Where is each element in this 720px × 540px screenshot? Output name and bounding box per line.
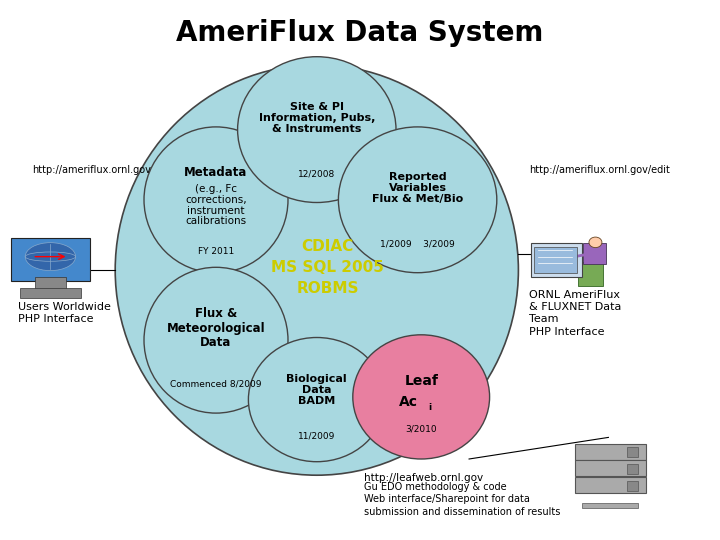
Text: CDIAC
MS SQL 2005
ROBMS: CDIAC MS SQL 2005 ROBMS [271, 239, 384, 296]
Text: Commenced 8/2009: Commenced 8/2009 [170, 380, 262, 389]
FancyBboxPatch shape [575, 461, 646, 476]
FancyBboxPatch shape [534, 247, 577, 273]
Text: Gu EDO methodology & code
Web interface/Sharepoint for data
submission and disse: Gu EDO methodology & code Web interface/… [364, 482, 560, 517]
Text: http://leafweb.ornl.gov: http://leafweb.ornl.gov [364, 473, 482, 483]
Text: http://ameriflux.ornl.gov/edit: http://ameriflux.ornl.gov/edit [529, 165, 670, 175]
Ellipse shape [144, 127, 288, 273]
FancyBboxPatch shape [626, 464, 639, 474]
Text: Ac: Ac [399, 395, 418, 409]
FancyBboxPatch shape [35, 278, 66, 289]
FancyBboxPatch shape [11, 239, 90, 281]
Text: 3/2010: 3/2010 [405, 425, 437, 434]
FancyBboxPatch shape [578, 262, 603, 286]
Text: Users Worldwide
PHP Interface: Users Worldwide PHP Interface [18, 302, 111, 325]
Text: AmeriFlux Data System: AmeriFlux Data System [176, 19, 544, 47]
Text: http://ameriflux.ornl.gov: http://ameriflux.ornl.gov [32, 165, 151, 175]
Text: Biological
Data
BADM: Biological Data BADM [287, 374, 347, 406]
Ellipse shape [589, 237, 602, 248]
Text: Site & PI
Information, Pubs,
& Instruments: Site & PI Information, Pubs, & Instrumen… [258, 102, 375, 134]
Text: ORNL AmeriFlux
& FLUXNET Data
Team
PHP Interface: ORNL AmeriFlux & FLUXNET Data Team PHP I… [529, 289, 621, 337]
Text: FY 2011: FY 2011 [198, 247, 234, 255]
Ellipse shape [248, 338, 385, 462]
Text: i: i [428, 403, 431, 412]
FancyBboxPatch shape [531, 242, 582, 277]
FancyBboxPatch shape [20, 288, 81, 298]
Ellipse shape [238, 57, 396, 202]
FancyBboxPatch shape [626, 447, 639, 457]
Text: Reported
Variables
Flux & Met/Bio: Reported Variables Flux & Met/Bio [372, 172, 463, 204]
FancyBboxPatch shape [626, 481, 639, 491]
Text: 1/2009    3/2009: 1/2009 3/2009 [380, 240, 455, 248]
FancyBboxPatch shape [582, 503, 639, 508]
FancyBboxPatch shape [575, 444, 646, 460]
Text: Flux &
Meteorological
Data: Flux & Meteorological Data [167, 307, 265, 349]
Ellipse shape [144, 267, 288, 413]
Text: 11/2009: 11/2009 [298, 432, 336, 441]
Ellipse shape [353, 335, 490, 459]
Text: Metadata: Metadata [184, 166, 248, 179]
FancyBboxPatch shape [583, 243, 606, 264]
Ellipse shape [25, 242, 76, 271]
Ellipse shape [115, 65, 518, 475]
FancyBboxPatch shape [575, 477, 646, 493]
Ellipse shape [338, 127, 497, 273]
Text: 12/2008: 12/2008 [298, 170, 336, 178]
Text: (e.g., Fc
corrections,
instrument
calibrations: (e.g., Fc corrections, instrument calibr… [185, 184, 247, 226]
Text: Leaf: Leaf [404, 374, 438, 388]
